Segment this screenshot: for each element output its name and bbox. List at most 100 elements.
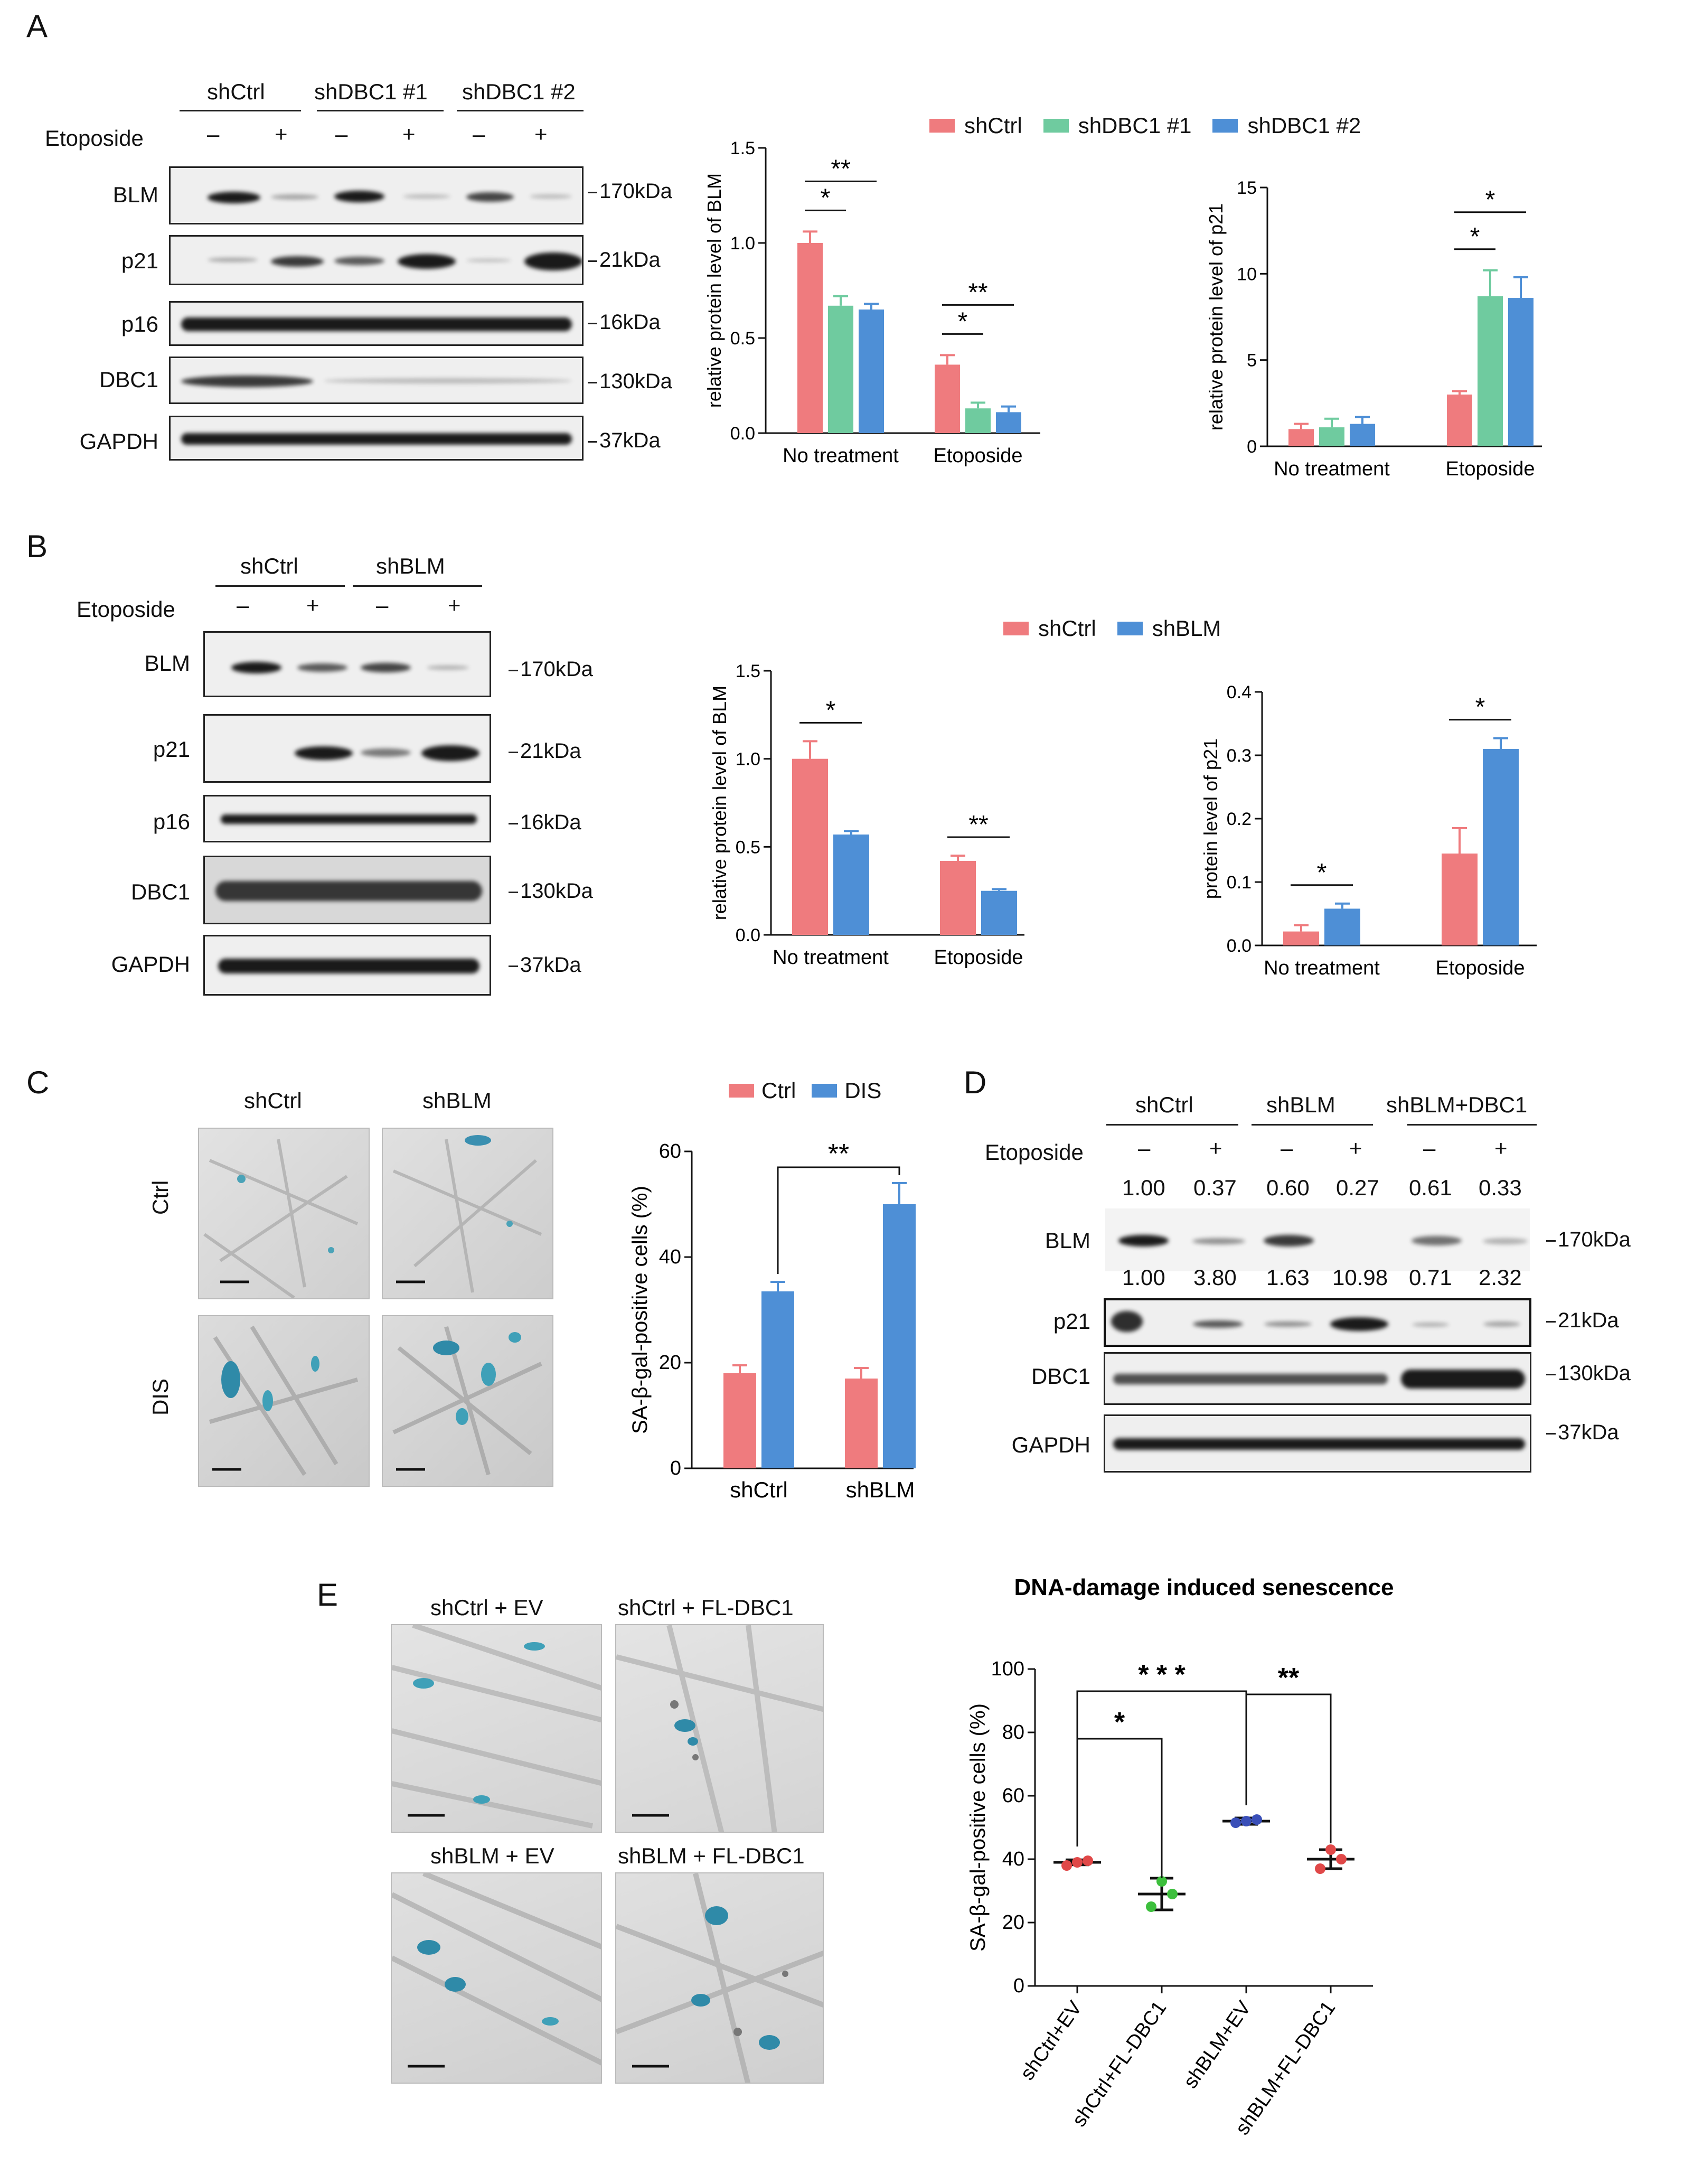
bar bbox=[797, 243, 823, 433]
y-tick-label: 60 bbox=[1002, 1785, 1024, 1807]
chart-a-p21: 0 5 10 15 relative protein level of p21 No tr… bbox=[1205, 178, 1542, 480]
blot-dbc1-b bbox=[203, 856, 491, 924]
col-label-shblm: shBLM bbox=[422, 1088, 492, 1113]
bar bbox=[1288, 429, 1314, 446]
band bbox=[361, 663, 411, 672]
blot-row-label-p16: p16 bbox=[121, 312, 158, 336]
bar bbox=[828, 305, 853, 433]
lane-sign: + bbox=[275, 121, 288, 146]
x-tick-label: No treatment bbox=[783, 445, 899, 467]
y-tick-label: 0.4 bbox=[1227, 682, 1252, 702]
y-tick-label: 0.5 bbox=[736, 837, 760, 857]
x-tick-label: Etoposide bbox=[1435, 957, 1525, 979]
group-underline bbox=[215, 585, 345, 587]
sig-stars: ** bbox=[968, 278, 987, 306]
group-underline bbox=[353, 585, 482, 587]
data-point bbox=[1156, 1876, 1167, 1887]
band bbox=[1264, 1321, 1312, 1327]
group-underline bbox=[457, 110, 584, 111]
row-label-ctrl: Ctrl bbox=[148, 1180, 173, 1215]
kda-label: 37kDa bbox=[509, 953, 581, 977]
band bbox=[181, 433, 572, 445]
data-point bbox=[1325, 1844, 1336, 1855]
group-label-shctrl: shCtrl bbox=[207, 79, 265, 104]
blot-dbc1-d bbox=[1104, 1352, 1531, 1405]
legend-swatch-shblm bbox=[1117, 622, 1143, 635]
band bbox=[530, 194, 572, 199]
legend-label-shctrl: shCtrl bbox=[964, 113, 1022, 138]
band bbox=[1113, 1374, 1388, 1384]
data-point bbox=[1083, 1855, 1093, 1866]
blot-row-label-blm: BLM bbox=[112, 182, 158, 207]
lane-sign: + bbox=[1494, 1136, 1508, 1160]
micrograph-shblm-dis bbox=[382, 1315, 553, 1487]
quant-value: 2.32 bbox=[1479, 1265, 1522, 1290]
blot-row-label-gapdh: GAPDH bbox=[1011, 1432, 1090, 1457]
x-tick-label: shCtrl+FL-DBC1 bbox=[1068, 1997, 1171, 2131]
y-tick-label: 20 bbox=[1002, 1911, 1024, 1934]
y-tick-label: 1.5 bbox=[730, 138, 755, 158]
legend-c: Ctrl DIS bbox=[729, 1075, 881, 1107]
blot-row-label-p21: p21 bbox=[153, 737, 190, 762]
kda-label: 21kDa bbox=[509, 739, 581, 763]
micro-svg bbox=[392, 1326, 542, 1476]
band bbox=[1111, 1311, 1143, 1332]
legend-swatch-shdbc1-1 bbox=[1043, 119, 1069, 133]
micro-svg bbox=[392, 1625, 601, 1829]
bar bbox=[845, 1379, 878, 1468]
blot-row-label-p16: p16 bbox=[153, 809, 190, 834]
quant-value: 0.60 bbox=[1266, 1175, 1310, 1200]
lane-sign: – bbox=[1423, 1136, 1436, 1160]
group-label-shdbc1-2: shDBC1 #2 bbox=[462, 79, 576, 104]
x-tick-label: Etoposide bbox=[934, 946, 1023, 969]
chart-title: DNA-damage induced senescence bbox=[1014, 1574, 1394, 1600]
blot-p16-a bbox=[169, 301, 584, 346]
group-underline bbox=[1252, 1124, 1373, 1126]
blot-row-label-blm: BLM bbox=[144, 651, 190, 676]
y-axis-label: relative protein level of BLM bbox=[703, 173, 725, 408]
blot-blm-a bbox=[169, 166, 584, 224]
band bbox=[1192, 1238, 1245, 1244]
y-tick-label: 1.0 bbox=[730, 233, 755, 254]
bar bbox=[1319, 427, 1344, 446]
sig-stars: * bbox=[958, 307, 968, 335]
micro-svg bbox=[209, 1325, 359, 1476]
data-point bbox=[1315, 1863, 1325, 1874]
panel-b-label: B bbox=[26, 529, 48, 564]
y-tick-label: 0.3 bbox=[1227, 746, 1252, 766]
treatment-label: Etoposide bbox=[77, 597, 175, 622]
band bbox=[1193, 1320, 1243, 1328]
kda-label: 16kDa bbox=[588, 311, 661, 334]
y-axis-label: SA-β-gal-positive cells (%) bbox=[628, 1186, 652, 1434]
blot-row-label-dbc1: DBC1 bbox=[99, 367, 158, 392]
bar bbox=[1350, 424, 1375, 446]
legend-swatch-shdbc1-2 bbox=[1212, 119, 1238, 133]
data-point bbox=[1230, 1817, 1241, 1828]
y-tick-label: 100 bbox=[991, 1658, 1024, 1680]
bar bbox=[996, 412, 1021, 433]
bar bbox=[859, 310, 884, 433]
legend-swatch-shctrl bbox=[929, 119, 955, 133]
image-label: shCtrl + EV bbox=[430, 1595, 543, 1620]
legend-label-shblm: shBLM bbox=[1152, 616, 1221, 641]
bar bbox=[1483, 749, 1519, 945]
y-tick-label: 1.5 bbox=[736, 661, 760, 681]
band bbox=[421, 745, 479, 761]
band bbox=[271, 194, 318, 200]
legend-b: shCtrl shBLM bbox=[1003, 613, 1221, 644]
kda-label: 21kDa bbox=[588, 248, 661, 271]
bar bbox=[883, 1204, 916, 1468]
group-underline bbox=[1407, 1124, 1537, 1126]
panel-d-label: D bbox=[964, 1065, 987, 1100]
kda-label: 21kDa bbox=[1546, 1309, 1619, 1332]
lane-sign: + bbox=[402, 121, 416, 146]
blot-row-label-p21: p21 bbox=[1053, 1309, 1090, 1334]
band bbox=[398, 254, 456, 269]
y-tick-label: 0.1 bbox=[1227, 873, 1252, 893]
bar bbox=[1447, 395, 1472, 446]
group-label-shctrl: shCtrl bbox=[240, 554, 298, 578]
x-tick-label: No treatment bbox=[773, 946, 889, 969]
sig-line bbox=[1076, 1738, 1163, 1878]
kda-label: 130kDa bbox=[1546, 1362, 1631, 1385]
blot-blm-d bbox=[1104, 1207, 1531, 1273]
